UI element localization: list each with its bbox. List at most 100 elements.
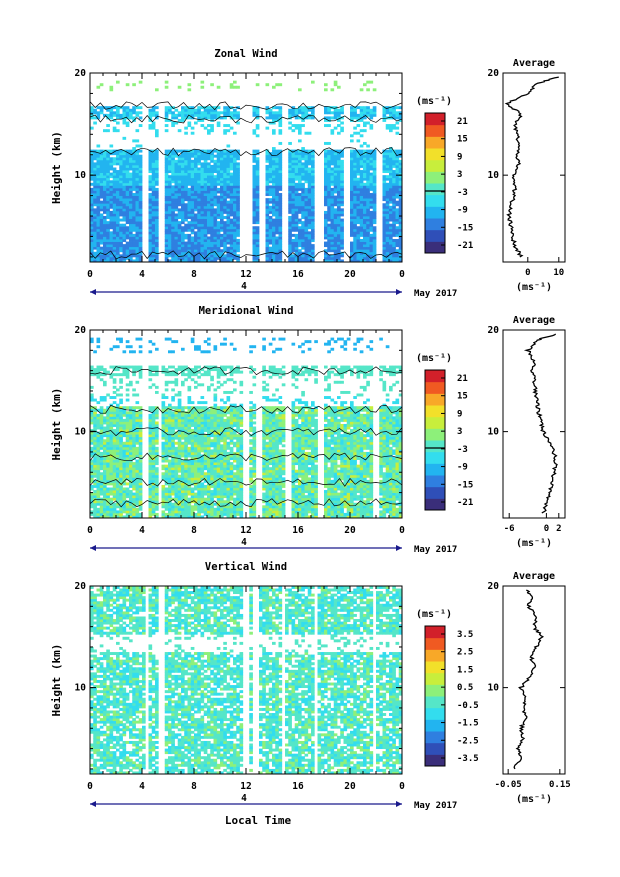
heatmap-cell	[116, 196, 120, 199]
date-label: 4	[241, 281, 247, 292]
heatmap-cell	[383, 252, 387, 255]
heatmap-cell	[363, 229, 367, 232]
heatmap-cell	[110, 168, 114, 171]
heatmap-cell	[392, 247, 396, 250]
heatmap-cell	[149, 467, 153, 470]
heatmap-cell	[171, 160, 175, 163]
heatmap-cell	[123, 183, 127, 186]
heatmap-cell	[305, 247, 309, 250]
heatmap-cell	[188, 239, 192, 242]
heatmap-cell	[253, 244, 257, 247]
heatmap-cell	[392, 203, 396, 206]
heatmap-cell	[171, 229, 175, 232]
heatmap-cell	[110, 366, 114, 369]
heatmap-cell	[334, 175, 338, 178]
heatmap-cell	[149, 234, 153, 237]
heatmap-cell	[149, 175, 153, 178]
profile-x-tick-label: 10	[553, 268, 564, 278]
heatmap-cell	[366, 211, 370, 214]
heatmap-cell	[269, 229, 273, 232]
heatmap-cell	[386, 198, 390, 201]
heatmap-cell	[119, 467, 123, 470]
heatmap-cell	[256, 173, 260, 176]
heatmap-cell	[149, 424, 153, 427]
heatmap-cell	[256, 193, 260, 196]
heatmap-cell	[327, 236, 331, 239]
heatmap-cell	[139, 470, 143, 473]
heatmap-cell	[113, 206, 117, 209]
heatmap-cell	[152, 414, 156, 417]
heatmap-cell	[324, 221, 328, 224]
heatmap-cell	[383, 208, 387, 211]
heatmap-cell	[119, 399, 123, 402]
heatmap-cell	[227, 175, 231, 178]
heatmap-cell	[266, 157, 270, 160]
heatmap-cell	[113, 211, 117, 214]
heatmap-cell	[383, 226, 387, 229]
heatmap-cell	[233, 239, 237, 242]
heatmap-cell	[103, 160, 107, 163]
heatmap-cell	[155, 439, 159, 442]
heatmap-cell	[126, 234, 130, 237]
heatmap-cell	[123, 467, 127, 470]
heatmap-cell	[149, 505, 153, 508]
heatmap-cell	[132, 493, 136, 496]
heatmap-cell	[168, 449, 172, 452]
heatmap-cell	[139, 229, 143, 232]
heatmap-cell	[194, 231, 198, 234]
heatmap-cell	[123, 462, 127, 465]
heatmap-cell	[132, 439, 136, 442]
heatmap-cell	[116, 193, 120, 196]
heatmap-cell	[360, 160, 364, 163]
heatmap-cell	[197, 249, 201, 252]
heatmap-cell	[175, 239, 179, 242]
heatmap-cell	[201, 180, 205, 183]
heatmap-cell	[123, 157, 127, 160]
heatmap-cell	[301, 231, 305, 234]
heatmap-cell	[113, 419, 117, 422]
heatmap-cell	[340, 203, 344, 206]
heatmap-cell	[233, 178, 237, 181]
heatmap-cell	[266, 111, 270, 114]
heatmap-cell	[184, 190, 188, 193]
heatmap-cell	[301, 193, 305, 196]
heatmap-cell	[269, 254, 273, 257]
heatmap-cell	[217, 183, 221, 186]
heatmap-cell	[301, 213, 305, 216]
heatmap-cell	[279, 111, 283, 114]
heatmap-cell	[194, 219, 198, 222]
heatmap-cell	[139, 338, 143, 341]
heatmap-cell	[298, 219, 302, 222]
heatmap-cell	[295, 234, 299, 237]
heatmap-cell	[197, 254, 201, 257]
heatmap-cell	[295, 229, 299, 232]
heatmap-cell	[396, 180, 400, 183]
heatmap-cell	[389, 206, 393, 209]
heatmap-cell	[93, 213, 97, 216]
heatmap-cell	[233, 226, 237, 229]
heatmap-cell	[334, 162, 338, 165]
heatmap-cell	[396, 226, 400, 229]
heatmap-cell	[301, 162, 305, 165]
heatmap-cell	[178, 213, 182, 216]
heatmap-cell	[152, 449, 156, 452]
heatmap-cell	[139, 160, 143, 163]
heatmap-cell	[253, 208, 257, 211]
heatmap-cell	[324, 244, 328, 247]
heatmap-cell	[139, 444, 143, 447]
heatmap-cell	[171, 242, 175, 245]
heatmap-cell	[116, 490, 120, 493]
heatmap-cell	[288, 198, 292, 201]
heatmap-cell	[288, 180, 292, 183]
heatmap-cell	[126, 221, 130, 224]
heatmap-cell	[327, 234, 331, 237]
heatmap-cell	[295, 162, 299, 165]
heatmap-cell	[366, 162, 370, 165]
heatmap-cell	[223, 188, 227, 191]
heatmap-cell	[236, 208, 240, 211]
heatmap-cell	[389, 234, 393, 237]
heatmap-cell	[113, 490, 117, 493]
heatmap-cell	[337, 132, 341, 135]
heatmap-cell	[152, 231, 156, 234]
heatmap-cell	[97, 510, 101, 513]
